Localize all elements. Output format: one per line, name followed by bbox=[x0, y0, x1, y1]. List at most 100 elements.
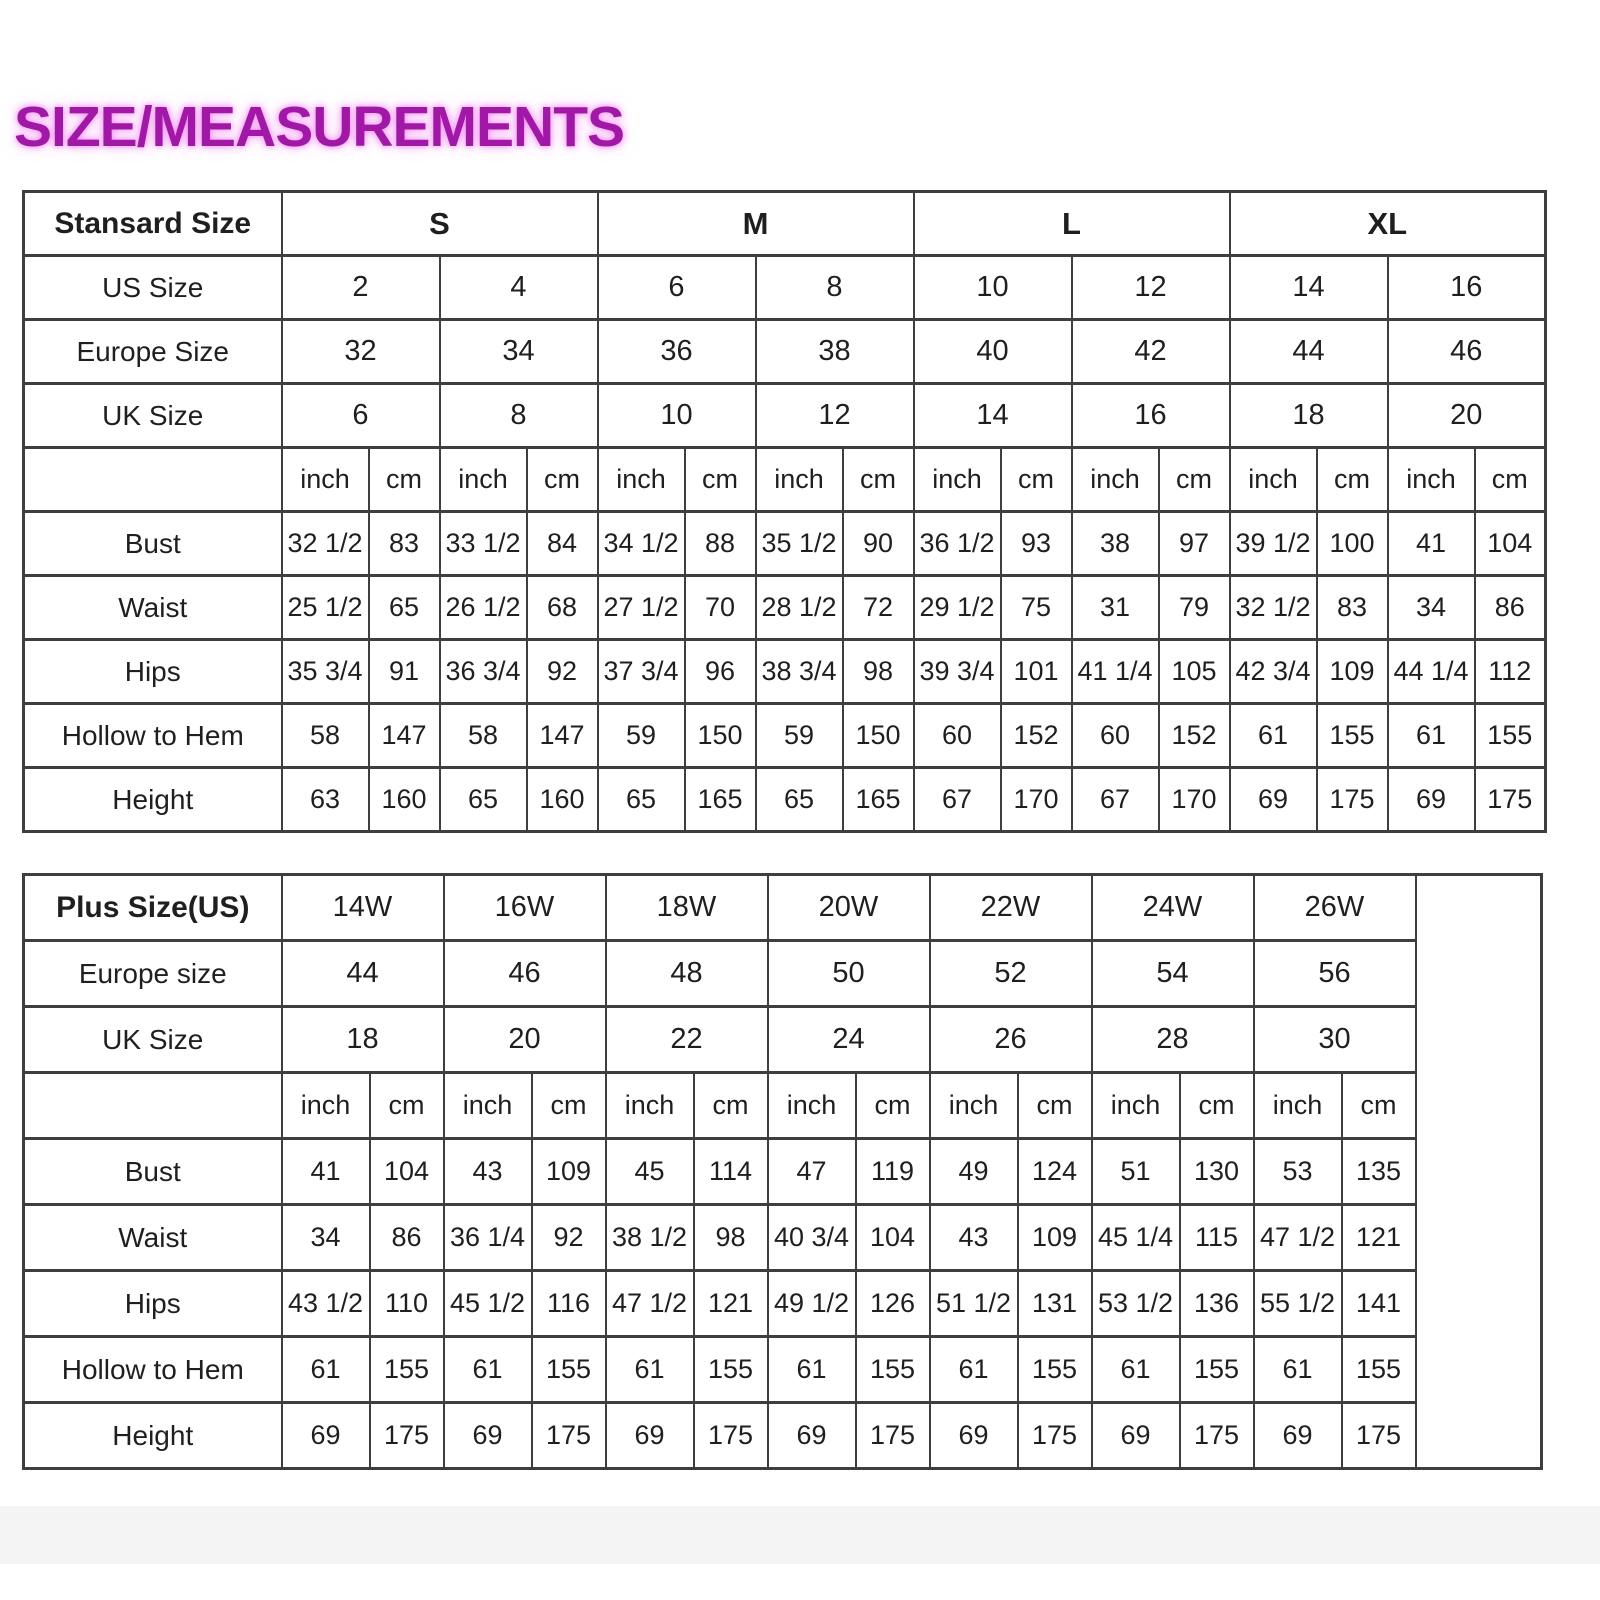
measurement-value: 28 1/2 bbox=[754, 574, 844, 641]
unit-header: cm bbox=[1315, 446, 1389, 513]
size-value: 32 bbox=[280, 318, 441, 385]
plus-size-table: Plus Size(US) 14W 16W 18W 20W 22W 24W 26W Europe… bbox=[22, 873, 1543, 1470]
table-row: US Size 2 4 6 8 10 12 14 16 bbox=[22, 254, 1547, 321]
table-row: Hollow to Hem 61 155 61 155 61 155 61 155 61 155 61… bbox=[22, 1335, 1542, 1404]
measurement-value: 47 1/2 bbox=[1252, 1203, 1343, 1272]
measurement-value: 61 bbox=[442, 1335, 533, 1404]
measurement-value: 83 bbox=[1315, 574, 1389, 641]
measurement-value: 69 bbox=[1228, 766, 1318, 833]
table-row: Europe size 44 46 48 50 52 54 56 bbox=[22, 939, 1542, 1008]
measurement-value: 136 bbox=[1178, 1269, 1255, 1338]
measurement-value: 63 bbox=[280, 766, 370, 833]
size-value: 46 bbox=[442, 939, 607, 1008]
measurement-value: 42 3/4 bbox=[1228, 638, 1318, 705]
size-value: 16 bbox=[1070, 382, 1231, 449]
size-row-label: US Size bbox=[22, 254, 283, 321]
size-value: 6 bbox=[596, 254, 757, 321]
measurement-value: 47 1/2 bbox=[604, 1269, 695, 1338]
measurement-value: 165 bbox=[683, 766, 757, 833]
measurement-value: 32 1/2 bbox=[1228, 574, 1318, 641]
measurement-value: 43 bbox=[442, 1137, 533, 1206]
measurement-value: 33 1/2 bbox=[438, 510, 528, 577]
unit-header: cm bbox=[1340, 1071, 1417, 1140]
table-row: Height 63 160 65 160 65 165 65 165 67 170 67 170 69 17… bbox=[22, 766, 1547, 833]
measurement-label: Hollow to Hem bbox=[22, 702, 283, 769]
measurement-value: 116 bbox=[530, 1269, 607, 1338]
measurement-value: 100 bbox=[1315, 510, 1389, 577]
measurement-value: 121 bbox=[692, 1269, 769, 1338]
measurement-value: 98 bbox=[841, 638, 915, 705]
size-row-label: UK Size bbox=[22, 1005, 283, 1074]
measurement-value: 119 bbox=[854, 1137, 931, 1206]
measurement-value: 69 bbox=[442, 1401, 533, 1470]
measurement-value: 58 bbox=[438, 702, 528, 769]
measurement-value: 124 bbox=[1016, 1137, 1093, 1206]
measurement-value: 86 bbox=[368, 1203, 445, 1272]
unit-header: inch bbox=[442, 1071, 533, 1140]
size-group-header: 24W bbox=[1090, 873, 1255, 942]
measurement-value: 53 bbox=[1252, 1137, 1343, 1206]
measurement-value: 61 bbox=[928, 1335, 1019, 1404]
unit-header: cm bbox=[368, 1071, 445, 1140]
size-value: 4 bbox=[438, 254, 599, 321]
measurement-value: 175 bbox=[854, 1401, 931, 1470]
measurement-value: 35 3/4 bbox=[280, 638, 370, 705]
measurement-value: 109 bbox=[1016, 1203, 1093, 1272]
size-value: 36 bbox=[596, 318, 757, 385]
size-value: 42 bbox=[1070, 318, 1231, 385]
size-group-header: 20W bbox=[766, 873, 931, 942]
measurement-value: 160 bbox=[525, 766, 599, 833]
unit-header: inch bbox=[280, 1071, 371, 1140]
measurement-value: 97 bbox=[1157, 510, 1231, 577]
measurement-value: 38 3/4 bbox=[754, 638, 844, 705]
size-group-header: 14W bbox=[280, 873, 445, 942]
size-value: 14 bbox=[1228, 254, 1389, 321]
measurement-value: 67 bbox=[1070, 766, 1160, 833]
measurement-value: 59 bbox=[596, 702, 686, 769]
measurement-value: 126 bbox=[854, 1269, 931, 1338]
measurement-value: 61 bbox=[1386, 702, 1476, 769]
measurement-value: 170 bbox=[999, 766, 1073, 833]
size-row-label: Europe Size bbox=[22, 318, 283, 385]
size-value: 46 bbox=[1386, 318, 1547, 385]
empty-column-cell bbox=[1414, 873, 1543, 1470]
measurement-value: 69 bbox=[1090, 1401, 1181, 1470]
unit-header: cm bbox=[367, 446, 441, 513]
unit-header: cm bbox=[525, 446, 599, 513]
measurement-value: 86 bbox=[1473, 574, 1547, 641]
blank-label-cell bbox=[22, 1071, 283, 1140]
measurement-value: 34 bbox=[280, 1203, 371, 1272]
measurement-value: 131 bbox=[1016, 1269, 1093, 1338]
size-value: 18 bbox=[1228, 382, 1389, 449]
standard-size-table: Stansard Size S M L XL US Size 2 4 6 8 10 12 14 16 Eur… bbox=[22, 190, 1547, 833]
measurement-value: 155 bbox=[1315, 702, 1389, 769]
table-row: Height 69 175 69 175 69 175 69 175 69 175 69 175 69 17… bbox=[22, 1401, 1542, 1470]
size-value: 22 bbox=[604, 1005, 769, 1074]
corner-label: Plus Size(US) bbox=[22, 873, 283, 942]
measurement-value: 61 bbox=[1252, 1335, 1343, 1404]
measurement-value: 49 1/2 bbox=[766, 1269, 857, 1338]
measurement-value: 135 bbox=[1340, 1137, 1417, 1206]
measurement-value: 69 bbox=[928, 1401, 1019, 1470]
size-group-header: 16W bbox=[442, 873, 607, 942]
measurement-value: 29 1/2 bbox=[912, 574, 1002, 641]
unit-header: cm bbox=[1178, 1071, 1255, 1140]
measurement-value: 90 bbox=[841, 510, 915, 577]
measurement-value: 152 bbox=[1157, 702, 1231, 769]
unit-header: inch bbox=[604, 1071, 695, 1140]
unit-header: inch bbox=[280, 446, 370, 513]
measurement-value: 37 3/4 bbox=[596, 638, 686, 705]
measurement-value: 155 bbox=[368, 1335, 445, 1404]
measurement-value: 75 bbox=[999, 574, 1073, 641]
unit-header: cm bbox=[1016, 1071, 1093, 1140]
measurement-value: 32 1/2 bbox=[280, 510, 370, 577]
measurement-value: 39 1/2 bbox=[1228, 510, 1318, 577]
size-value: 8 bbox=[438, 382, 599, 449]
measurement-value: 41 1/4 bbox=[1070, 638, 1160, 705]
measurement-value: 61 bbox=[1228, 702, 1318, 769]
table-row: Waist 34 86 36 1/4 92 38 1/2 98 40 3/4 104 43 109 4… bbox=[22, 1203, 1542, 1272]
measurement-value: 147 bbox=[367, 702, 441, 769]
table-row: Hollow to Hem 58 147 58 147 59 150 59 150 60 152 60… bbox=[22, 702, 1547, 769]
unit-header: inch bbox=[1090, 1071, 1181, 1140]
unit-header: inch bbox=[596, 446, 686, 513]
